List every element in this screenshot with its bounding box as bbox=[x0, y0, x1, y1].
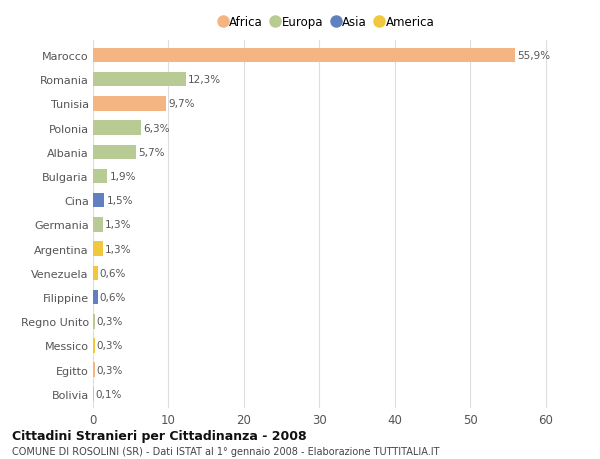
Text: 1,3%: 1,3% bbox=[105, 220, 131, 230]
Bar bbox=[93, 387, 94, 401]
Bar bbox=[93, 338, 95, 353]
Text: COMUNE DI ROSOLINI (SR) - Dati ISTAT al 1° gennaio 2008 - Elaborazione TUTTITALI: COMUNE DI ROSOLINI (SR) - Dati ISTAT al … bbox=[12, 446, 439, 456]
Bar bbox=[93, 169, 107, 184]
Bar bbox=[93, 73, 186, 87]
Bar bbox=[93, 363, 95, 377]
Bar bbox=[93, 97, 166, 112]
Bar bbox=[93, 242, 103, 256]
Bar bbox=[93, 290, 98, 305]
Legend: Africa, Europa, Asia, America: Africa, Europa, Asia, America bbox=[217, 14, 437, 32]
Bar bbox=[93, 49, 515, 63]
Text: 6,3%: 6,3% bbox=[143, 123, 169, 133]
Text: 0,3%: 0,3% bbox=[97, 317, 123, 326]
Text: 9,7%: 9,7% bbox=[169, 99, 195, 109]
Bar bbox=[93, 314, 95, 329]
Text: 0,3%: 0,3% bbox=[97, 365, 123, 375]
Bar bbox=[93, 194, 104, 208]
Text: 0,6%: 0,6% bbox=[99, 292, 125, 302]
Text: 0,6%: 0,6% bbox=[99, 268, 125, 278]
Text: 12,3%: 12,3% bbox=[188, 75, 221, 85]
Bar bbox=[93, 218, 103, 232]
Bar bbox=[93, 145, 136, 160]
Text: 0,3%: 0,3% bbox=[97, 341, 123, 351]
Text: 0,1%: 0,1% bbox=[95, 389, 122, 399]
Text: Cittadini Stranieri per Cittadinanza - 2008: Cittadini Stranieri per Cittadinanza - 2… bbox=[12, 429, 307, 442]
Text: 55,9%: 55,9% bbox=[517, 51, 550, 61]
Text: 1,5%: 1,5% bbox=[107, 196, 133, 206]
Text: 5,7%: 5,7% bbox=[138, 147, 165, 157]
Bar bbox=[93, 266, 98, 280]
Text: 1,3%: 1,3% bbox=[105, 244, 131, 254]
Text: 1,9%: 1,9% bbox=[110, 172, 136, 182]
Bar bbox=[93, 121, 140, 135]
